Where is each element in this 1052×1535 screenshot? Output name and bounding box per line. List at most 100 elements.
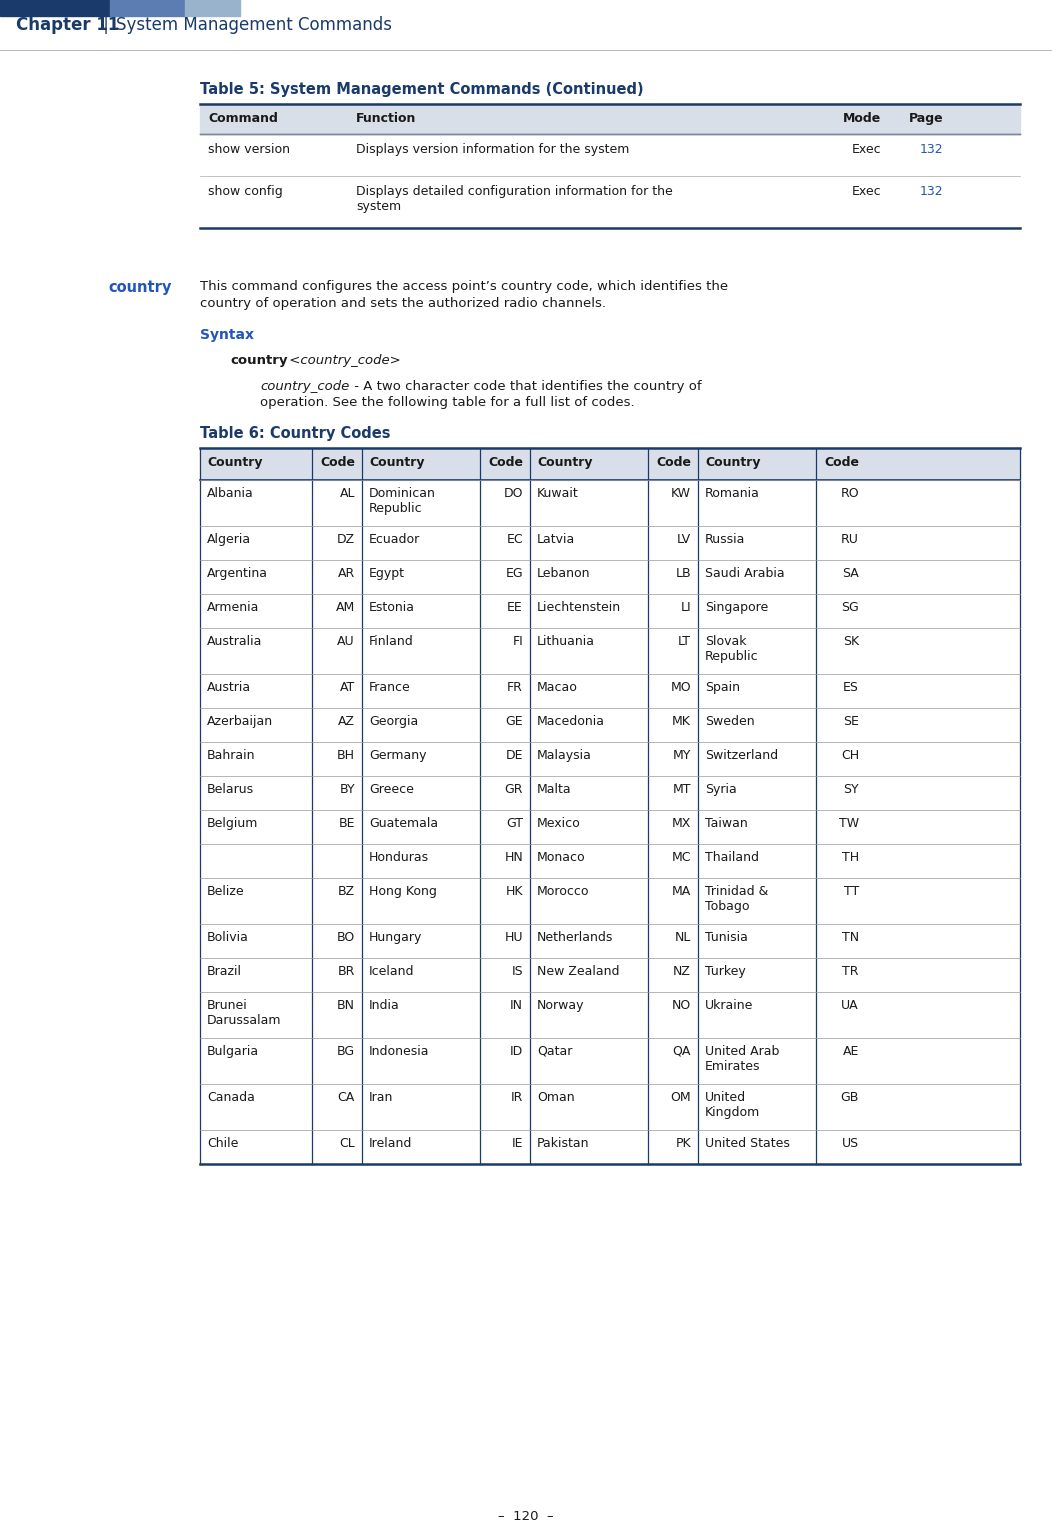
Text: Belarus: Belarus — [207, 783, 255, 797]
Text: CA: CA — [338, 1091, 355, 1104]
Text: Country: Country — [705, 456, 761, 470]
Text: Thailand: Thailand — [705, 850, 758, 864]
Text: Code: Code — [488, 456, 523, 470]
Text: Australia: Australia — [207, 635, 262, 648]
Text: United Arab
Emirates: United Arab Emirates — [705, 1045, 780, 1073]
Text: Lithuania: Lithuania — [537, 635, 595, 648]
Text: IR: IR — [510, 1091, 523, 1104]
Text: SA: SA — [843, 566, 859, 580]
Text: Indonesia: Indonesia — [369, 1045, 429, 1058]
Bar — [110, 0, 185, 15]
Text: Morocco: Morocco — [537, 886, 589, 898]
Text: MC: MC — [671, 850, 691, 864]
Text: Monaco: Monaco — [537, 850, 586, 864]
Text: Sweden: Sweden — [705, 715, 754, 728]
Text: Turkey: Turkey — [705, 966, 746, 978]
Text: Greece: Greece — [369, 783, 413, 797]
Text: Germany: Germany — [369, 749, 426, 761]
Text: Ecuador: Ecuador — [369, 533, 420, 546]
Text: HK: HK — [506, 886, 523, 898]
Text: Latvia: Latvia — [537, 533, 575, 546]
Text: CH: CH — [841, 749, 859, 761]
Text: Syntax: Syntax — [200, 328, 254, 342]
Text: Romania: Romania — [705, 487, 760, 500]
Text: Country: Country — [369, 456, 425, 470]
Text: EE: EE — [507, 602, 523, 614]
Text: TW: TW — [838, 817, 859, 830]
Text: MY: MY — [672, 749, 691, 761]
Text: CL: CL — [339, 1137, 355, 1150]
Text: Belize: Belize — [207, 886, 245, 898]
Text: GE: GE — [505, 715, 523, 728]
Text: NO: NO — [672, 999, 691, 1012]
Text: country_code: country_code — [260, 381, 349, 393]
Text: OM: OM — [670, 1091, 691, 1104]
Bar — [185, 0, 240, 15]
Text: Brazil: Brazil — [207, 966, 242, 978]
Text: EC: EC — [506, 533, 523, 546]
Text: Code: Code — [824, 456, 859, 470]
Text: MA: MA — [672, 886, 691, 898]
Text: Canada: Canada — [207, 1091, 255, 1104]
Text: Country: Country — [207, 456, 263, 470]
Text: Belgium: Belgium — [207, 817, 259, 830]
Text: Pakistan: Pakistan — [537, 1137, 589, 1150]
Text: Exec: Exec — [851, 143, 881, 157]
Text: United
Kingdom: United Kingdom — [705, 1091, 761, 1119]
Text: Macedonia: Macedonia — [537, 715, 605, 728]
Text: Bulgaria: Bulgaria — [207, 1045, 259, 1058]
Text: FR: FR — [507, 682, 523, 694]
Text: Iceland: Iceland — [369, 966, 414, 978]
Text: BG: BG — [337, 1045, 355, 1058]
Bar — [200, 448, 1020, 480]
Text: Tunisia: Tunisia — [705, 932, 748, 944]
Text: KW: KW — [671, 487, 691, 500]
Text: Guatemala: Guatemala — [369, 817, 438, 830]
Text: System Management Commands: System Management Commands — [116, 15, 392, 34]
Text: ES: ES — [843, 682, 859, 694]
Text: MO: MO — [670, 682, 691, 694]
Text: BO: BO — [337, 932, 355, 944]
Text: Page: Page — [908, 112, 943, 124]
Text: LB: LB — [675, 566, 691, 580]
Text: UA: UA — [842, 999, 859, 1012]
Bar — [0, 0, 110, 15]
Text: US: US — [842, 1137, 859, 1150]
Text: –  120  –: – 120 – — [499, 1510, 553, 1523]
Text: Qatar: Qatar — [537, 1045, 572, 1058]
Text: HN: HN — [504, 850, 523, 864]
Text: GR: GR — [505, 783, 523, 797]
Text: country: country — [230, 355, 287, 367]
Text: Brunei
Darussalam: Brunei Darussalam — [207, 999, 282, 1027]
Text: Albania: Albania — [207, 487, 254, 500]
Text: country: country — [108, 279, 171, 295]
Text: BN: BN — [337, 999, 355, 1012]
Text: Finland: Finland — [369, 635, 413, 648]
Text: 132: 132 — [919, 143, 943, 157]
Text: Macao: Macao — [537, 682, 578, 694]
Text: Algeria: Algeria — [207, 533, 251, 546]
Text: country of operation and sets the authorized radio channels.: country of operation and sets the author… — [200, 296, 606, 310]
Text: Code: Code — [656, 456, 691, 470]
Text: AL: AL — [340, 487, 355, 500]
Text: - A two character code that identifies the country of: - A two character code that identifies t… — [350, 381, 702, 393]
Text: RO: RO — [841, 487, 859, 500]
Text: LT: LT — [677, 635, 691, 648]
Text: <country_code>: <country_code> — [285, 355, 401, 367]
Text: RU: RU — [842, 533, 859, 546]
Text: Mexico: Mexico — [537, 817, 581, 830]
Text: Netherlands: Netherlands — [537, 932, 613, 944]
Text: India: India — [369, 999, 400, 1012]
Text: Displays detailed configuration information for the
system: Displays detailed configuration informat… — [356, 186, 672, 213]
Text: show version: show version — [208, 143, 290, 157]
Text: Dominican
Republic: Dominican Republic — [369, 487, 436, 516]
Text: Norway: Norway — [537, 999, 585, 1012]
Text: PK: PK — [675, 1137, 691, 1150]
Text: Russia: Russia — [705, 533, 746, 546]
Text: Syria: Syria — [705, 783, 736, 797]
Text: New Zealand: New Zealand — [537, 966, 620, 978]
Text: SK: SK — [843, 635, 859, 648]
Text: GB: GB — [841, 1091, 859, 1104]
Text: ID: ID — [510, 1045, 523, 1058]
Text: Table 5: System Management Commands (Continued): Table 5: System Management Commands (Con… — [200, 81, 644, 97]
